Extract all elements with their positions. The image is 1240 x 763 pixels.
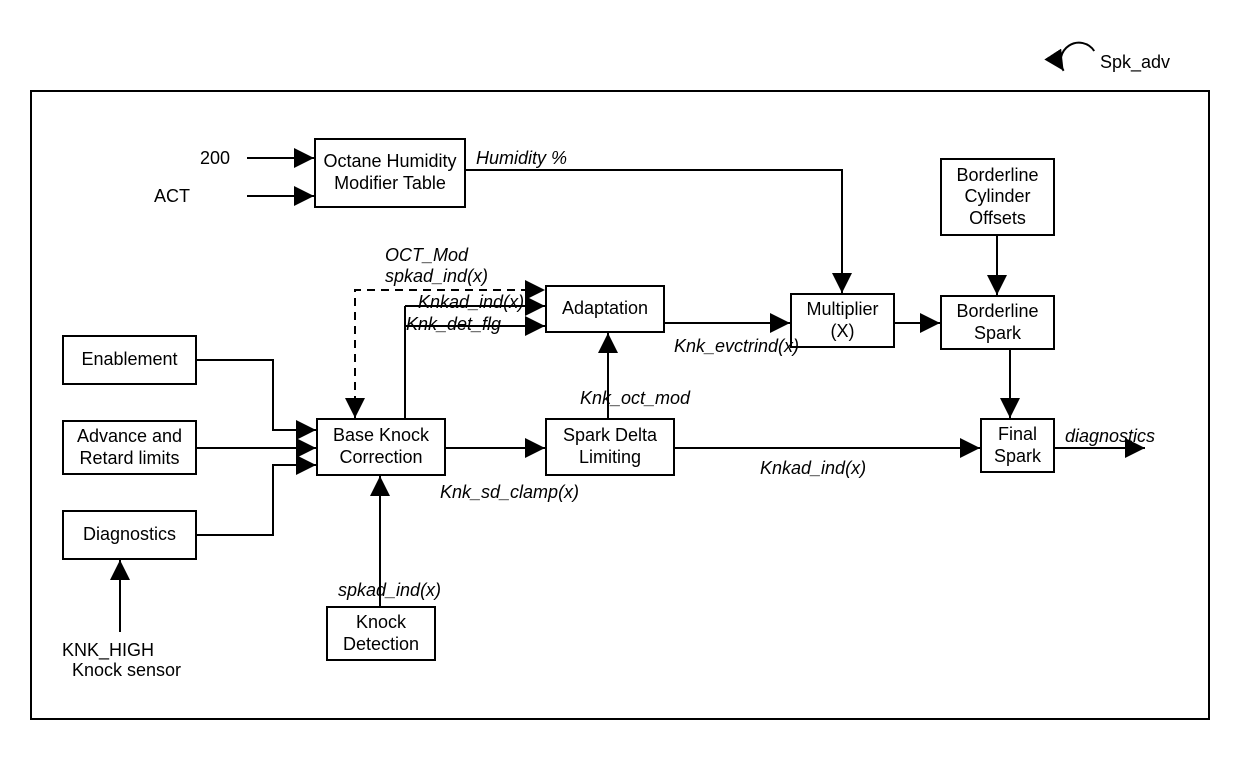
box-octane: Octane Humidity Modifier Table	[314, 138, 466, 208]
label-knkad-mid: Knkad_ind(x)	[760, 458, 866, 479]
label-humidity: Humidity %	[476, 148, 567, 169]
figure-number-label: 200	[200, 148, 230, 169]
label-knk-det-flg: Knk_det_flg	[406, 314, 501, 335]
label-knk-sdclamp: Knk_sd_clamp(x)	[440, 482, 579, 503]
label-knkad-top: Knkad_ind(x)	[418, 292, 524, 313]
box-enable: Enablement	[62, 335, 197, 385]
box-finalspark: Final Spark	[980, 418, 1055, 473]
box-bcylinder: Borderline Cylinder Offsets	[940, 158, 1055, 236]
label-ksd2: diagnostics	[1065, 426, 1155, 447]
box-advret: Advance and Retard limits	[62, 420, 197, 475]
label-act: ACT	[154, 186, 190, 207]
box-sparkdelta: Spark Delta Limiting	[545, 418, 675, 476]
label-knk-high: KNK_HIGH	[62, 640, 154, 661]
label-spkad-top: spkad_ind(x)	[385, 266, 488, 287]
label-ksd: Knock sensor	[72, 660, 181, 681]
label-spk-adv: Spk_adv	[1100, 52, 1170, 73]
box-knockdet: Knock Detection	[326, 606, 436, 661]
box-bspark: Borderline Spark	[940, 295, 1055, 350]
diagram-canvas: 200 Octane Humidity Modifier Table Enabl…	[0, 0, 1240, 763]
box-multiplier: Multiplier (X)	[790, 293, 895, 348]
box-adaptation: Adaptation	[545, 285, 665, 333]
box-diag: Diagnostics	[62, 510, 197, 560]
label-octmod: OCT_Mod	[385, 245, 468, 266]
label-knk-octmod: Knk_oct_mod	[580, 388, 690, 409]
box-baseknock: Base Knock Correction	[316, 418, 446, 476]
label-knk-evctrind: Knk_evctrind(x)	[674, 336, 799, 357]
label-spkad-mid: spkad_ind(x)	[338, 580, 441, 601]
